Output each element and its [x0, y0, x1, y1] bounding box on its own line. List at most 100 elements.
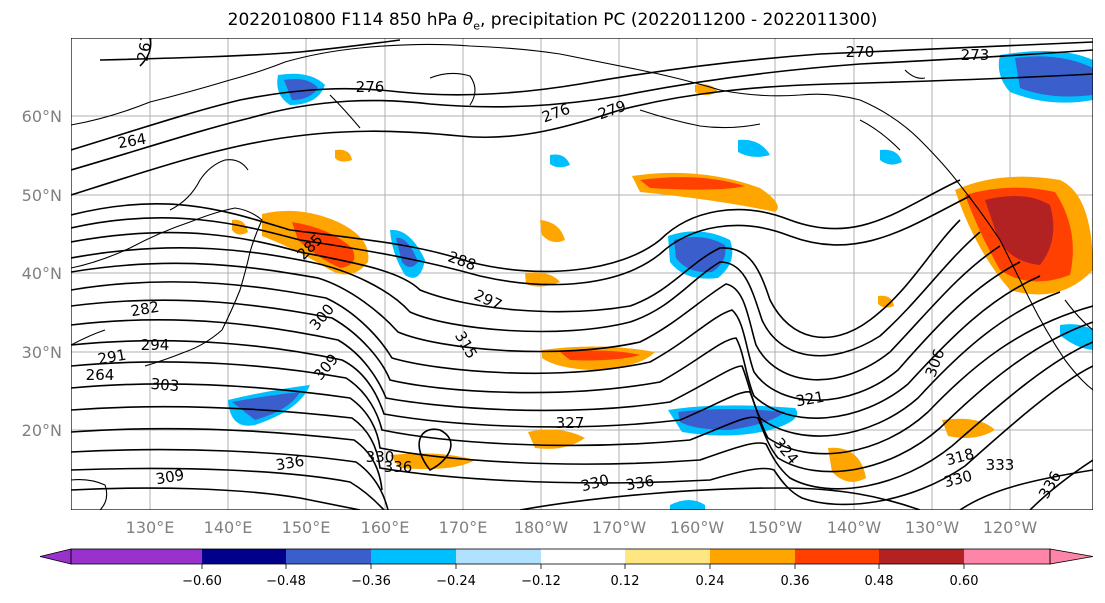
contour — [71, 467, 385, 510]
colorbar-segment — [456, 549, 541, 564]
coastline — [639, 109, 761, 129]
colorbar-tick-label: −0.48 — [266, 574, 306, 589]
longitude-label: 140°E — [204, 518, 253, 537]
colorbar-extend-min — [39, 548, 72, 565]
longitude-labels: 130°E 140°E 150°E 160°E 170°E 180°W 170°W 160°W… — [126, 518, 1038, 537]
colorbar-segment — [795, 549, 879, 564]
coastline — [429, 72, 476, 106]
latitude-label: 50°N — [22, 186, 62, 205]
contour — [418, 428, 452, 472]
colorbar-tick-label: 0.60 — [950, 574, 979, 589]
shade-pos — [335, 149, 352, 162]
shade-pos — [525, 272, 560, 287]
contour-label: 333 — [986, 456, 1015, 474]
colorbar-segment — [286, 549, 371, 564]
contour-label: 327 — [556, 414, 585, 432]
shade-pos — [985, 196, 1054, 265]
shade-pos — [232, 219, 248, 235]
contour — [71, 219, 961, 339]
shade-pos — [540, 220, 565, 243]
longitude-label: 120°W — [983, 518, 1038, 537]
shade-pos — [292, 222, 355, 268]
shade-neg — [670, 500, 705, 510]
colorbar-segment — [202, 549, 286, 564]
contour-label: 336 — [384, 458, 413, 476]
contour — [71, 231, 981, 357]
colorbar-frame — [70, 548, 1051, 565]
colorbar-segment — [964, 549, 1050, 564]
shade-pos — [640, 177, 745, 190]
coastline — [329, 94, 361, 129]
colorbar-segment — [879, 549, 964, 564]
colorbar-extend-max — [1049, 548, 1094, 565]
coastline — [71, 329, 106, 346]
contour-label: 321 — [794, 388, 825, 411]
contour — [71, 261, 1021, 402]
contour — [99, 39, 401, 61]
shade-pos — [878, 295, 894, 308]
coastline — [559, 53, 1093, 391]
latitude-label: 60°N — [22, 107, 62, 126]
longitude-label: 160°W — [670, 518, 725, 537]
precipitation-shading — [228, 51, 1093, 510]
contour — [71, 321, 1093, 473]
contour-label: 264 — [116, 130, 147, 153]
contour-label: 270 — [846, 43, 875, 61]
contour — [71, 179, 961, 273]
shade-neg — [284, 79, 318, 100]
colorbar-tick-label: 0.36 — [781, 574, 810, 589]
latitude-label: 30°N — [22, 343, 62, 362]
longitude-label: 150°W — [748, 518, 803, 537]
colorbar-segment — [71, 549, 202, 564]
coastlines — [71, 43, 1093, 510]
contour — [71, 73, 1093, 196]
shade-neg — [550, 154, 570, 168]
shade-neg — [1060, 324, 1093, 350]
shade-pos — [560, 350, 640, 361]
colorbar-tick-label: 0.12 — [611, 574, 640, 589]
theta-e-contours — [71, 38, 1093, 510]
contour — [71, 291, 1061, 437]
contour-label: 336 — [624, 472, 655, 495]
colorbar-tick-label: 0.24 — [696, 574, 725, 589]
contour-label: 330 — [366, 448, 395, 466]
latitude-label: 20°N — [22, 421, 62, 440]
coastline — [904, 69, 926, 79]
contour — [71, 245, 1001, 381]
contour — [71, 305, 1093, 455]
contour-label: 267 — [134, 31, 157, 62]
coastline — [71, 479, 108, 510]
map-title: 2022010800 F114 850 hPa θe, precipitatio… — [227, 10, 878, 33]
shade-pos — [528, 429, 585, 449]
contour-label: 276 — [356, 78, 385, 96]
colorbar-tick-label: −0.60 — [182, 574, 222, 589]
contour — [71, 195, 971, 286]
colorbar-segment — [710, 549, 795, 564]
contour — [1029, 459, 1093, 510]
coastline — [169, 159, 249, 211]
contour — [71, 427, 383, 491]
longitude-label: 180°W — [514, 518, 569, 537]
colorbar-tick-label: −0.24 — [436, 574, 476, 589]
colorbar-segment — [371, 549, 456, 564]
shade-neg — [674, 236, 726, 273]
coastline — [71, 43, 561, 126]
contour-label: 264 — [86, 366, 115, 384]
longitude-label: 130°W — [905, 518, 960, 537]
colorbar-tick-label: −0.36 — [351, 574, 391, 589]
longitude-label: 170°W — [592, 518, 647, 537]
contour — [71, 49, 1093, 171]
contour-label: 282 — [129, 298, 160, 321]
contour — [71, 41, 1093, 151]
longitude-label: 130°E — [126, 518, 175, 537]
longitude-label: 160°E — [361, 518, 410, 537]
longitude-label: 170°E — [439, 518, 488, 537]
contour-label: 309 — [154, 466, 185, 489]
latitude-label: 40°N — [22, 264, 62, 283]
contour — [519, 487, 921, 510]
contour — [71, 365, 1093, 506]
contour-label: 336 — [274, 452, 305, 475]
contour-label: 303 — [150, 375, 180, 395]
